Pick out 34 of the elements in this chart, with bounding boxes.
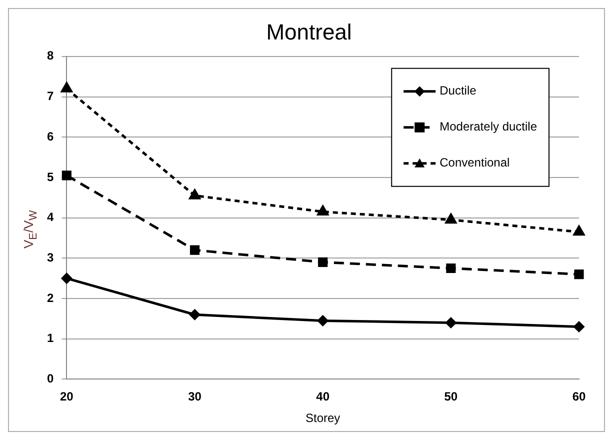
y-tick-label: 3: [46, 250, 54, 264]
legend-label: Conventional: [440, 156, 510, 170]
x-tick-label: 20: [60, 390, 74, 404]
y-tick-label: 7: [46, 89, 54, 104]
point: [190, 309, 200, 320]
point: [573, 226, 585, 236]
x-tick-label: 30: [188, 390, 202, 404]
y-tick-label: 4: [46, 210, 54, 224]
x-axis-title: Storey: [305, 411, 340, 426]
point: [62, 170, 72, 180]
x-tick-label: 40: [316, 390, 330, 404]
point: [574, 321, 584, 332]
point: [317, 206, 328, 216]
point: [318, 315, 328, 326]
point: [446, 263, 456, 274]
y-tick-label: 6: [46, 129, 54, 144]
point: [446, 317, 456, 328]
point: [61, 273, 72, 284]
legend-label: Ductile: [440, 84, 477, 98]
point: [61, 82, 72, 92]
y-tick-label: 1: [46, 331, 54, 346]
x-tick-label: 50: [444, 390, 458, 404]
point: [189, 189, 200, 200]
point: [190, 245, 200, 255]
point: [445, 214, 456, 224]
y-tick-label: 5: [46, 170, 54, 184]
x-tick-label: 60: [572, 390, 586, 404]
y-tick-label: 0: [46, 372, 54, 386]
y-tick-label: 8: [46, 48, 54, 63]
point: [574, 270, 584, 280]
chart-title: Montreal: [266, 19, 352, 44]
y-tick-label: 2: [46, 290, 54, 305]
point: [318, 257, 328, 267]
legend-label: Moderately ductile: [440, 120, 538, 134]
